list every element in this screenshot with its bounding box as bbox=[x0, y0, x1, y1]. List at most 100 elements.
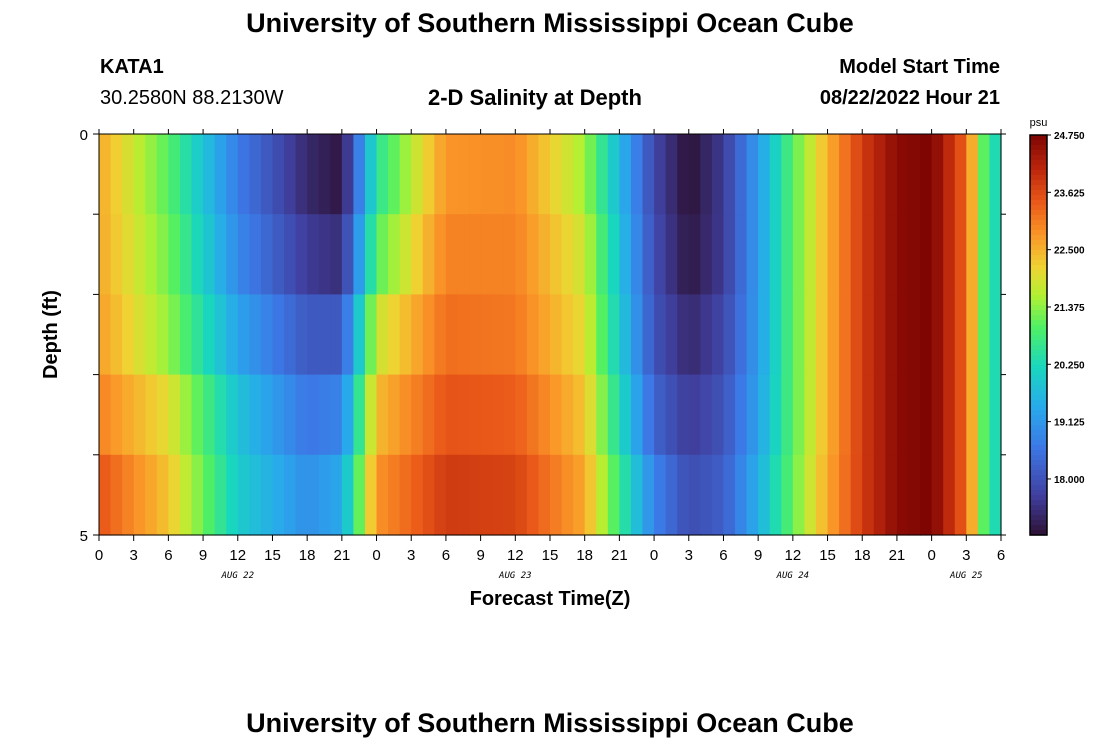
plot-title: 2-D Salinity at Depth bbox=[428, 85, 642, 110]
heatmap-cell bbox=[873, 214, 886, 295]
heatmap-cell bbox=[179, 134, 193, 215]
heatmap-cell bbox=[110, 134, 123, 215]
heatmap-cell bbox=[422, 454, 435, 536]
heatmap-cell bbox=[492, 374, 505, 456]
colorbar-segment bbox=[1030, 515, 1047, 521]
heatmap-cell bbox=[388, 374, 401, 456]
heatmap-cell bbox=[792, 134, 806, 215]
heatmap-cell bbox=[550, 374, 563, 456]
colorbar-segment bbox=[1030, 285, 1047, 291]
heatmap-cell bbox=[538, 134, 551, 215]
heatmap-cell bbox=[700, 454, 713, 536]
colorbar-segment bbox=[1030, 135, 1047, 141]
colorbar-segment bbox=[1030, 425, 1047, 431]
heatmap-cell bbox=[457, 454, 470, 536]
x-tick-label: 3 bbox=[962, 547, 970, 564]
heatmap-cell bbox=[642, 294, 655, 376]
heatmap-cell bbox=[769, 214, 782, 295]
heatmap-cell bbox=[665, 454, 678, 536]
colorbar-segment bbox=[1030, 355, 1047, 361]
heatmap-cell bbox=[596, 374, 609, 456]
colorbar-segment bbox=[1030, 395, 1047, 401]
heatmap-cell bbox=[422, 374, 435, 456]
heatmap-cell bbox=[399, 374, 412, 456]
station-id: KATA1 bbox=[100, 56, 164, 78]
heatmap-cell bbox=[191, 294, 204, 376]
colorbar-segment bbox=[1030, 430, 1047, 436]
colorbar-segment bbox=[1030, 165, 1047, 171]
heatmap-cell bbox=[272, 214, 285, 295]
heatmap-cell bbox=[815, 214, 829, 295]
heatmap-cell bbox=[920, 374, 933, 456]
heatmap-cell bbox=[492, 454, 505, 536]
heatmap-cell bbox=[364, 454, 378, 536]
heatmap-cell bbox=[168, 454, 181, 536]
heatmap-cell bbox=[735, 214, 748, 295]
heatmap-cell bbox=[411, 374, 424, 456]
heatmap-cell bbox=[850, 454, 863, 536]
colorbar-segment bbox=[1030, 445, 1047, 451]
heatmap-cell bbox=[885, 454, 898, 536]
heatmap-cell bbox=[503, 294, 516, 376]
station-coordinates: 30.2580N 88.2130W bbox=[100, 87, 284, 109]
heatmap-cell bbox=[341, 454, 355, 536]
heatmap-cell bbox=[839, 374, 852, 456]
x-tick-label: 0 bbox=[95, 547, 103, 564]
heatmap-cell bbox=[989, 134, 1002, 215]
colorbar-segment bbox=[1030, 455, 1047, 461]
heatmap-cell bbox=[931, 134, 944, 215]
heatmap-cell bbox=[735, 374, 748, 456]
heatmap-cell bbox=[538, 454, 551, 536]
heatmap-cell bbox=[295, 374, 308, 456]
colorbar-tick-label: 20.250 bbox=[1054, 360, 1085, 371]
heatmap-cell bbox=[827, 214, 840, 295]
heatmap-cell bbox=[607, 454, 620, 536]
colorbar-segment bbox=[1030, 340, 1047, 346]
heatmap-cell bbox=[596, 454, 609, 536]
heatmap-cell bbox=[179, 454, 193, 536]
heatmap-cell bbox=[642, 374, 655, 456]
colorbar-segment bbox=[1030, 185, 1047, 191]
heatmap-cell bbox=[885, 294, 898, 376]
heatmap-cell bbox=[966, 454, 979, 536]
heatmap-cell bbox=[966, 294, 979, 376]
heatmap-cell bbox=[469, 134, 482, 215]
x-tick-label: 21 bbox=[889, 547, 906, 564]
heatmap-cell bbox=[746, 294, 759, 376]
colorbar-segment bbox=[1030, 440, 1047, 446]
heatmap-cell bbox=[179, 214, 193, 295]
heatmap-cell bbox=[862, 374, 875, 456]
heatmap-cell bbox=[145, 214, 158, 295]
heatmap-cell bbox=[503, 374, 516, 456]
colorbar-segment bbox=[1030, 300, 1047, 306]
heatmap-cell bbox=[226, 374, 239, 456]
colorbar-segment bbox=[1030, 385, 1047, 391]
x-tick-label: 18 bbox=[576, 547, 593, 564]
colorbar-segment bbox=[1030, 465, 1047, 471]
colorbar-segment bbox=[1030, 295, 1047, 301]
colorbar-segment bbox=[1030, 195, 1047, 201]
heatmap-cell bbox=[584, 454, 597, 536]
heatmap-cell bbox=[792, 294, 806, 376]
heatmap-cell bbox=[654, 374, 667, 456]
heatmap-cell bbox=[931, 374, 944, 456]
heatmap-cell bbox=[226, 294, 239, 376]
heatmap-cell bbox=[237, 374, 250, 456]
colorbar-segment bbox=[1030, 350, 1047, 356]
heatmap-cell bbox=[122, 454, 135, 536]
heatmap-cell bbox=[920, 454, 933, 536]
heatmap-cell bbox=[792, 214, 806, 295]
x-tick-label: 9 bbox=[754, 547, 762, 564]
heatmap-cell bbox=[237, 134, 250, 215]
x-tick-label: 15 bbox=[819, 547, 836, 564]
colorbar-segment bbox=[1030, 320, 1047, 326]
colorbar-segment bbox=[1030, 170, 1047, 176]
heatmap-cell bbox=[723, 454, 736, 536]
heatmap-cell bbox=[260, 294, 274, 376]
colorbar-segment bbox=[1030, 365, 1047, 371]
heatmap-cell bbox=[411, 294, 424, 376]
heatmap-cell bbox=[700, 294, 713, 376]
heatmap-cell bbox=[966, 214, 979, 295]
heatmap-cell bbox=[99, 294, 112, 376]
heatmap-cell bbox=[839, 134, 852, 215]
